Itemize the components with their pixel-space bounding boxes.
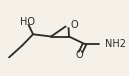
Text: NH2: NH2 xyxy=(105,39,126,49)
Circle shape xyxy=(24,20,30,24)
Circle shape xyxy=(66,22,73,27)
Text: HO: HO xyxy=(20,17,35,27)
Text: O: O xyxy=(71,20,78,30)
Text: O: O xyxy=(75,50,83,60)
Circle shape xyxy=(76,53,83,57)
Circle shape xyxy=(100,42,107,46)
